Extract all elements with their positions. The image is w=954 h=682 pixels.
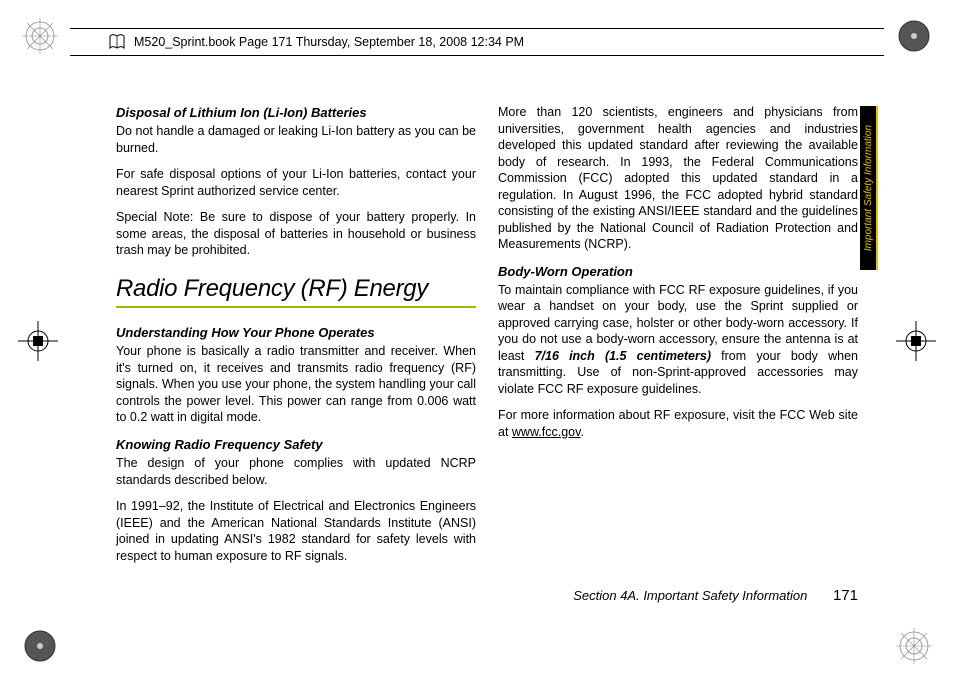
subhead-bodyworn: Body-Worn Operation — [498, 263, 858, 280]
subhead-disposal: Disposal of Lithium Ion (Li-Ion) Batteri… — [116, 104, 476, 121]
left-column: Disposal of Lithium Ion (Li-Ion) Batteri… — [116, 104, 476, 584]
subhead-understanding: Understanding How Your Phone Operates — [116, 324, 476, 341]
page-number: 171 — [833, 587, 858, 604]
reg-mark-icon — [894, 626, 934, 666]
fcc-link: www.fcc.gov — [512, 425, 581, 439]
para: Special Note: Be sure to dispose of your… — [116, 209, 476, 259]
para: For safe disposal options of your Li-Ion… — [116, 166, 476, 199]
para: Your phone is basically a radio transmit… — [116, 343, 476, 426]
para: More than 120 scientists, engineers and … — [498, 104, 858, 253]
reg-mark-icon — [20, 626, 60, 666]
bold-measurement: 7/16 inch (1.5 centimeters) — [535, 349, 711, 363]
reg-mark-icon — [894, 16, 934, 56]
para: In 1991–92, the Institute of Electrical … — [116, 498, 476, 564]
para-fcc: For more information about RF exposure, … — [498, 407, 858, 440]
side-tab-label: Important Safety Information — [863, 125, 874, 251]
title-rule — [116, 306, 476, 308]
crosshair-icon — [896, 321, 936, 361]
page-content: Disposal of Lithium Ion (Li-Ion) Batteri… — [116, 104, 858, 584]
subhead-knowing: Knowing Radio Frequency Safety — [116, 436, 476, 453]
header-text: M520_Sprint.book Page 171 Thursday, Sept… — [134, 35, 524, 49]
side-tab: Important Safety Information — [860, 106, 878, 270]
para: The design of your phone complies with u… — [116, 455, 476, 488]
right-column: More than 120 scientists, engineers and … — [498, 104, 858, 584]
page-footer: Section 4A. Important Safety Information… — [116, 587, 858, 604]
text: . — [580, 425, 583, 439]
crosshair-icon — [18, 321, 58, 361]
para-bodyworn: To maintain compliance with FCC RF expos… — [498, 282, 858, 398]
book-icon — [108, 33, 126, 51]
reg-mark-icon — [20, 16, 60, 56]
para: Do not handle a damaged or leaking Li-Io… — [116, 123, 476, 156]
footer-section: Section 4A. Important Safety Information — [573, 588, 807, 603]
print-header: M520_Sprint.book Page 171 Thursday, Sept… — [70, 28, 884, 56]
section-title: Radio Frequency (RF) Energy — [116, 273, 476, 305]
